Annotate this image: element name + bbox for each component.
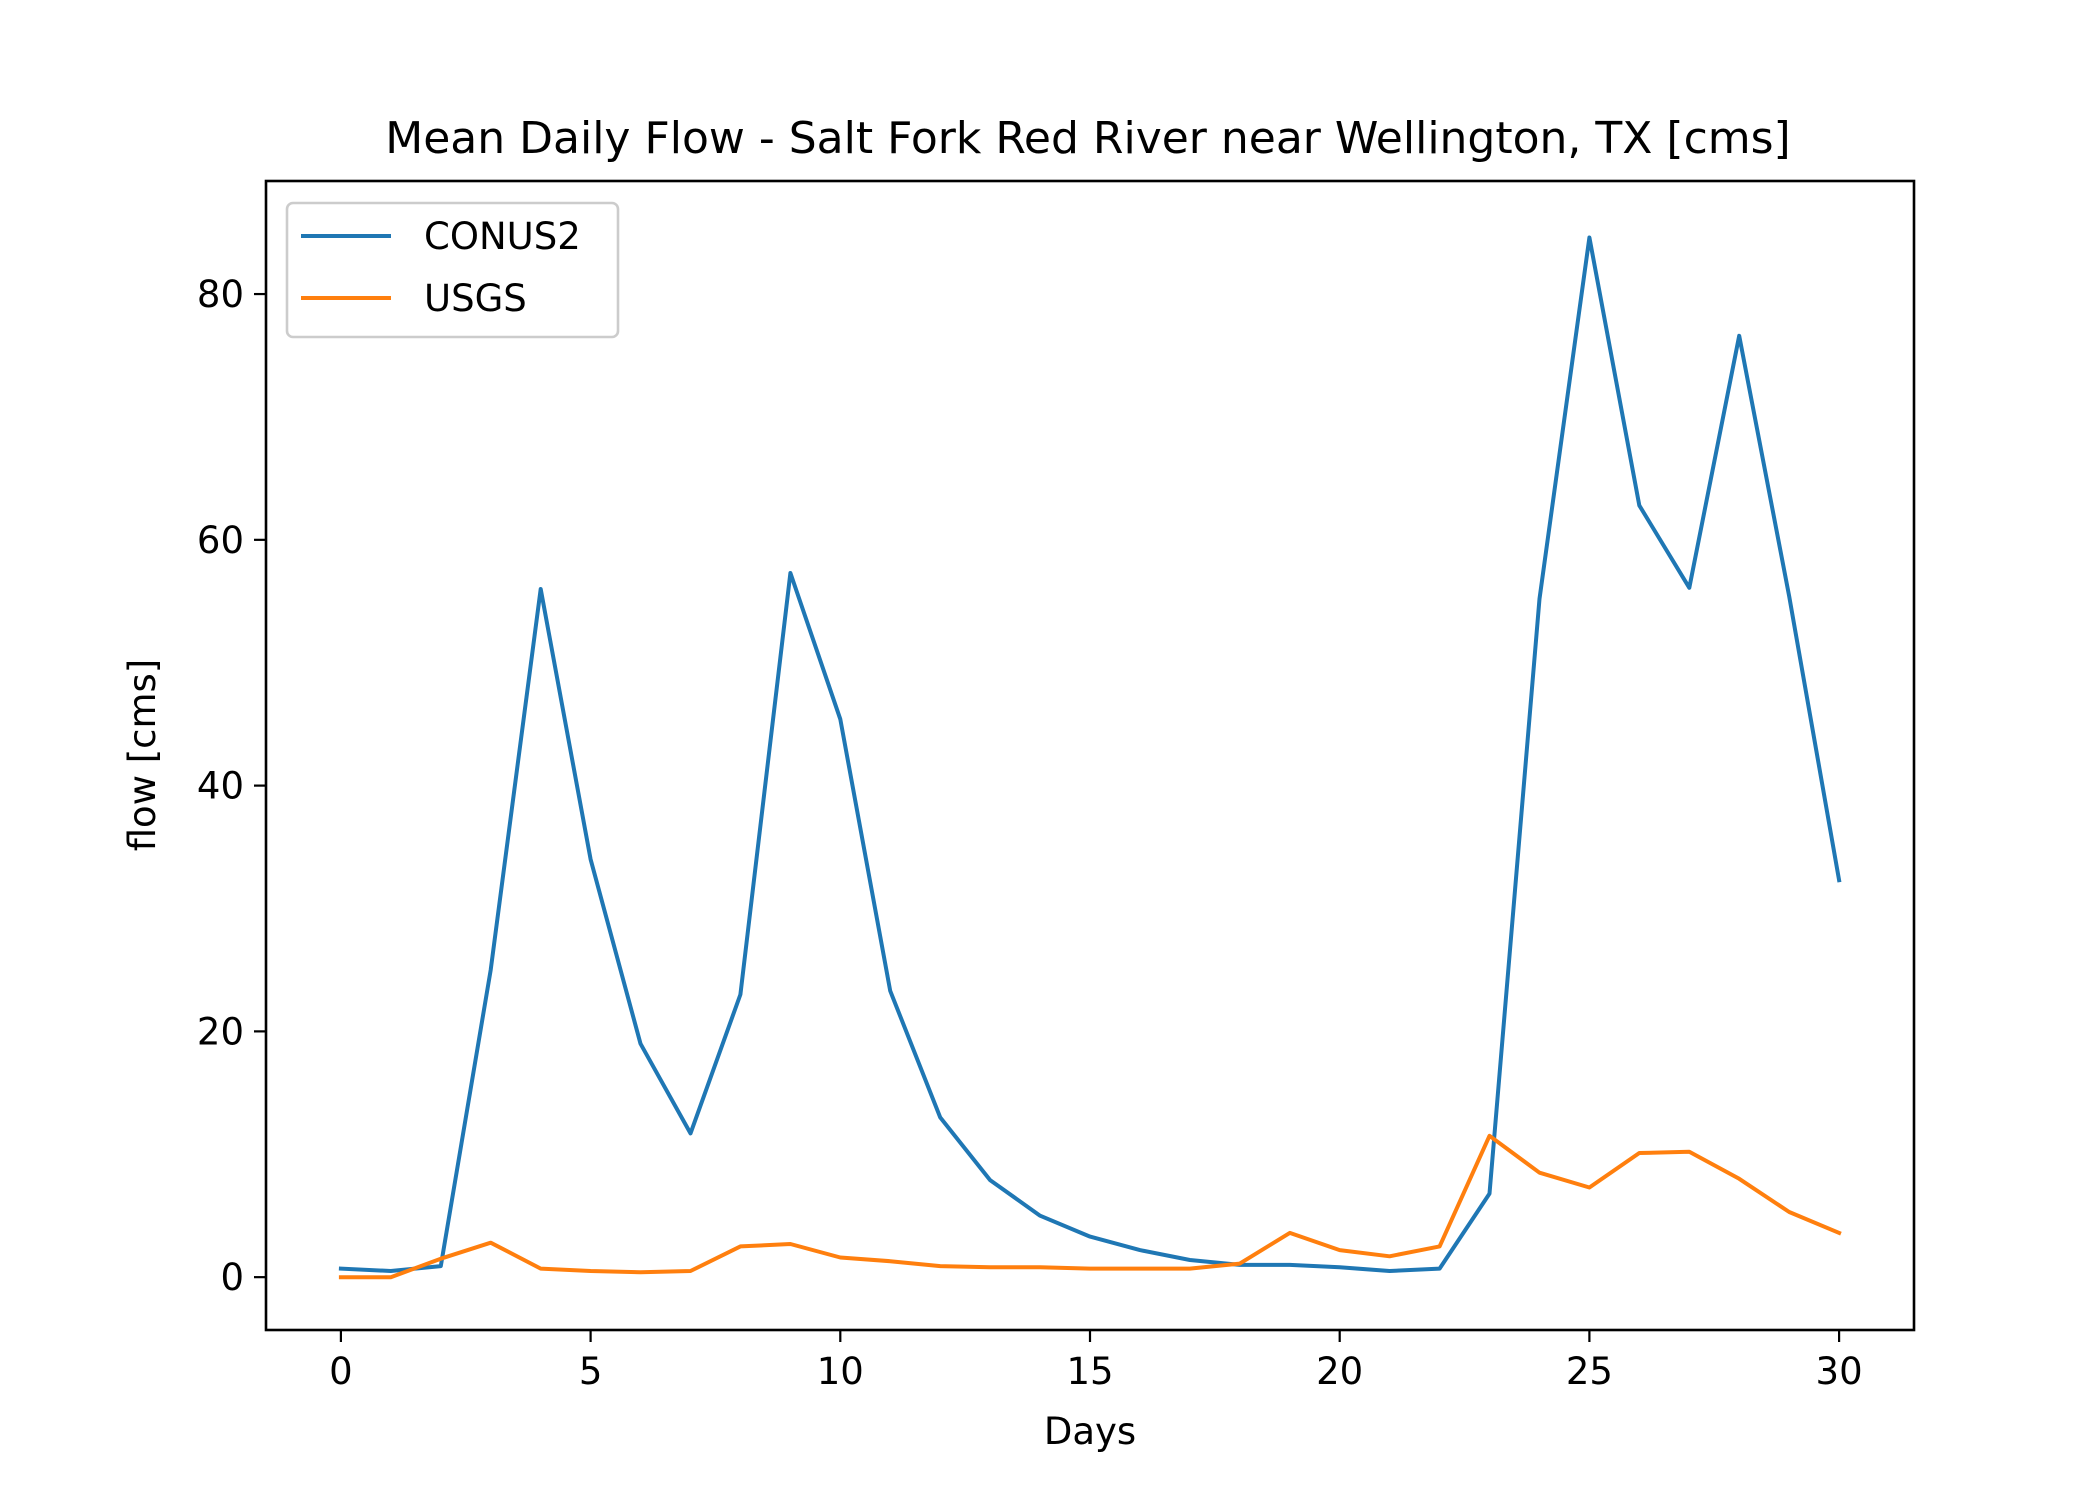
y-tick-label: 0 [220,1256,244,1299]
plot-area [266,181,1914,1330]
x-tick-label: 25 [1566,1350,1613,1393]
chart-title: Mean Daily Flow - Salt Fork Red River ne… [385,113,1790,164]
y-tick-label: 40 [197,765,244,808]
y-tick-label: 60 [197,519,244,562]
y-axis: 0 20 40 60 80 [197,273,266,1299]
x-axis: 0 5 10 15 20 25 30 [329,1330,1863,1393]
series-line-conus2 [338,235,1842,1273]
series-line-usgs [338,1133,1842,1280]
x-tick-label: 10 [817,1350,864,1393]
x-tick-label: 0 [329,1350,353,1393]
y-tick-label: 20 [197,1010,244,1053]
x-axis-label: Days [1044,1410,1136,1453]
plot-frame [264,179,1916,1332]
x-tick-label: 5 [579,1350,603,1393]
y-tick-label: 80 [197,273,244,316]
legend-label-usgs: USGS [424,277,527,320]
legend-label-conus2: CONUS2 [424,215,581,258]
series-layer [338,235,1842,1280]
x-tick-label: 15 [1066,1350,1113,1393]
legend: CONUS2 USGS [285,201,620,339]
x-tick-label: 20 [1316,1350,1363,1393]
x-tick-label: 30 [1816,1350,1863,1393]
y-axis-label: flow [cms] [121,659,164,852]
